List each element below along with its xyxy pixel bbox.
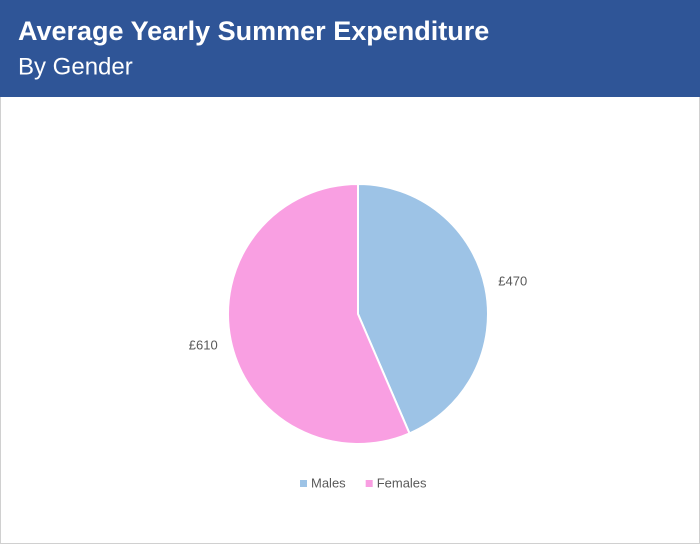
pie-slice [357,182,489,435]
legend: Males Females [300,475,427,490]
data-label: £470 [498,273,527,288]
pie: £470 £610 [189,182,527,445]
data-label: £610 [189,337,218,352]
pie-slice [227,182,411,445]
legend-label: Males [311,475,346,490]
legend-marker [365,480,373,487]
header-band [0,0,700,97]
chart-subtitle: By Gender [18,53,133,80]
legend-label: Females [377,475,427,490]
chart-title: Average Yearly Summer Expenditure [18,16,489,46]
legend-marker [300,480,307,487]
